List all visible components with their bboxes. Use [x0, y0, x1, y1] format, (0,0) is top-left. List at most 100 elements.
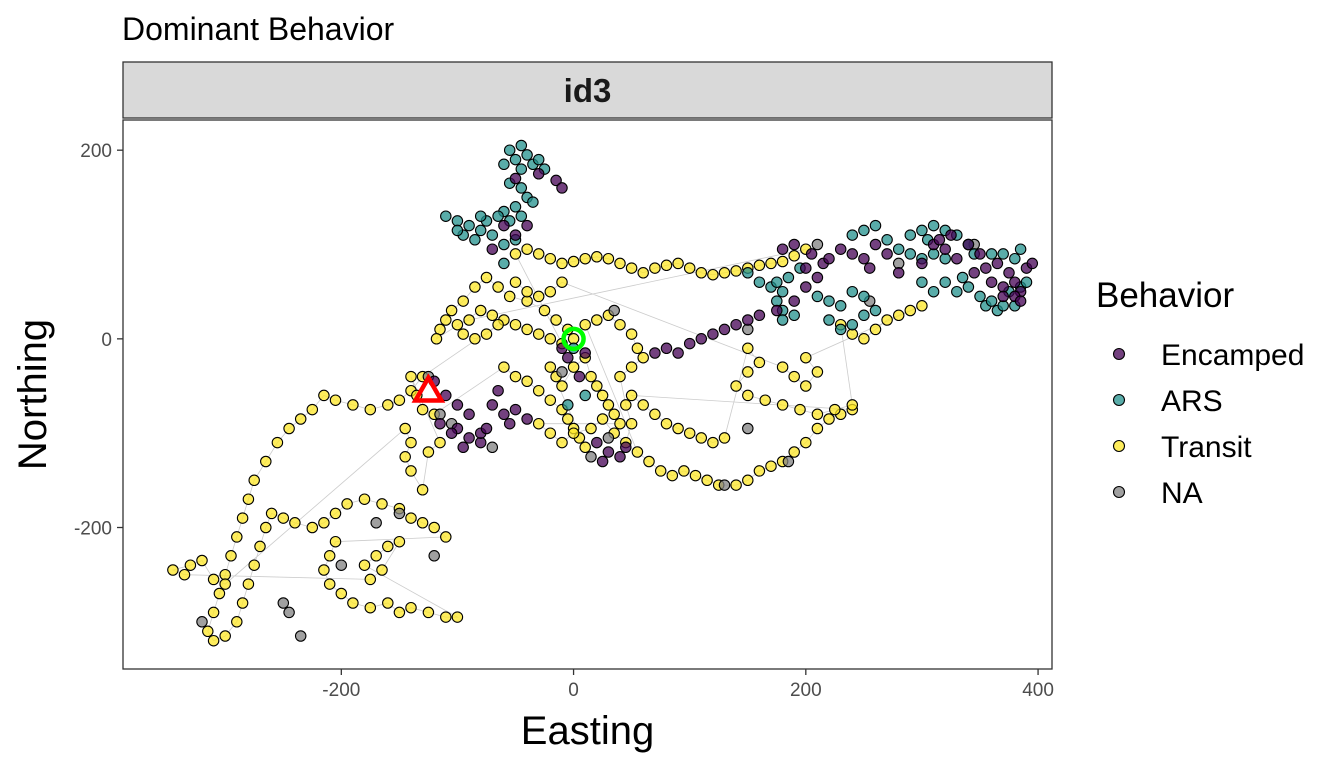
point-transit	[556, 276, 568, 288]
point-transit	[585, 370, 597, 383]
point-encamped	[591, 436, 603, 449]
point-transit	[277, 512, 290, 524]
point-ars	[1014, 243, 1027, 255]
point-na	[718, 479, 731, 491]
legend-key	[1112, 393, 1126, 407]
point-ars	[776, 285, 789, 298]
point-transit	[637, 399, 649, 411]
point-ars	[1020, 276, 1033, 288]
point-encamped	[562, 351, 574, 364]
start-end-markers	[411, 326, 586, 403]
point-transit	[544, 285, 557, 298]
point-encamped	[933, 234, 946, 246]
point-ars	[771, 276, 783, 288]
point-transit	[422, 606, 435, 619]
point-transit	[416, 484, 429, 496]
point-transit	[306, 521, 319, 534]
point-transit	[730, 479, 742, 491]
point-ars	[846, 229, 859, 241]
point-transit	[318, 389, 330, 402]
point-transit	[562, 413, 574, 425]
point-encamped	[997, 281, 1009, 293]
point-transit	[358, 493, 371, 505]
point-transit	[405, 465, 417, 477]
point-encamped	[521, 219, 533, 232]
point-transit	[480, 271, 493, 284]
point-transit	[742, 342, 754, 355]
legend-title: Behavior	[1096, 276, 1234, 315]
point-encamped	[683, 337, 696, 350]
point-ars	[498, 257, 510, 270]
point-na	[283, 606, 295, 619]
point-ars	[515, 163, 528, 175]
point-transit	[707, 268, 719, 281]
point-transit	[405, 370, 417, 383]
point-transit	[788, 446, 800, 458]
x-tick-label: 400	[1022, 680, 1054, 701]
point-transit	[695, 267, 708, 279]
point-ars	[463, 219, 475, 232]
point-encamped	[858, 252, 870, 265]
point-transit	[434, 323, 446, 336]
point-transit	[858, 333, 870, 345]
point-ars	[474, 210, 487, 222]
point-na	[608, 304, 620, 317]
point-transit	[422, 446, 435, 458]
point-ars	[492, 210, 504, 222]
point-ars	[997, 300, 1009, 312]
point-transit	[323, 578, 336, 590]
point-ars	[562, 399, 574, 411]
point-ars	[1009, 252, 1021, 265]
legend-entry-encamped: Encamped	[1112, 339, 1304, 372]
chart-title: Dominant Behavior	[122, 11, 394, 47]
point-transit	[451, 318, 464, 331]
point-encamped	[916, 257, 928, 270]
point-na	[486, 441, 499, 454]
point-transit	[904, 304, 917, 317]
facet-label: id3	[564, 72, 612, 109]
point-encamped	[596, 455, 609, 468]
point-transit	[538, 304, 551, 317]
legend-entries: Encamped ARS Transit NA	[1112, 339, 1304, 510]
point-transit	[625, 262, 638, 274]
point-transit	[620, 399, 632, 411]
point-encamped	[892, 267, 905, 279]
point-transit	[318, 564, 330, 576]
point-transit	[637, 351, 649, 364]
point-transit	[811, 366, 824, 378]
point-ars	[974, 290, 986, 303]
point-encamped	[788, 295, 800, 307]
point-encamped	[573, 370, 586, 383]
point-encamped	[550, 174, 562, 187]
point-ars	[532, 153, 545, 166]
start-marker	[561, 326, 586, 352]
point-encamped	[1009, 276, 1021, 288]
point-transit	[225, 550, 237, 562]
point-transit	[695, 432, 708, 444]
point-transit	[440, 314, 452, 326]
point-transit	[457, 295, 469, 307]
point-transit	[649, 408, 661, 421]
point-transit	[521, 295, 533, 307]
point-transit	[521, 323, 533, 336]
point-transit	[579, 252, 591, 265]
point-transit	[248, 559, 260, 571]
point-transit	[445, 304, 458, 317]
point-ars	[846, 285, 859, 298]
point-transit	[532, 328, 545, 340]
point-transit	[742, 366, 754, 378]
point-ars	[881, 234, 893, 246]
point-ars	[869, 219, 882, 232]
y-tick-label: -200	[74, 519, 112, 540]
point-ars	[788, 309, 800, 322]
point-transit	[393, 394, 406, 406]
point-ars	[834, 323, 847, 336]
point-ars	[521, 149, 533, 161]
point-transit	[544, 361, 557, 373]
point-transit	[794, 403, 806, 416]
point-encamped	[800, 281, 812, 293]
point-transit	[486, 309, 499, 322]
point-transit	[631, 446, 644, 458]
point-transit	[753, 356, 766, 369]
point-ars	[486, 229, 499, 241]
